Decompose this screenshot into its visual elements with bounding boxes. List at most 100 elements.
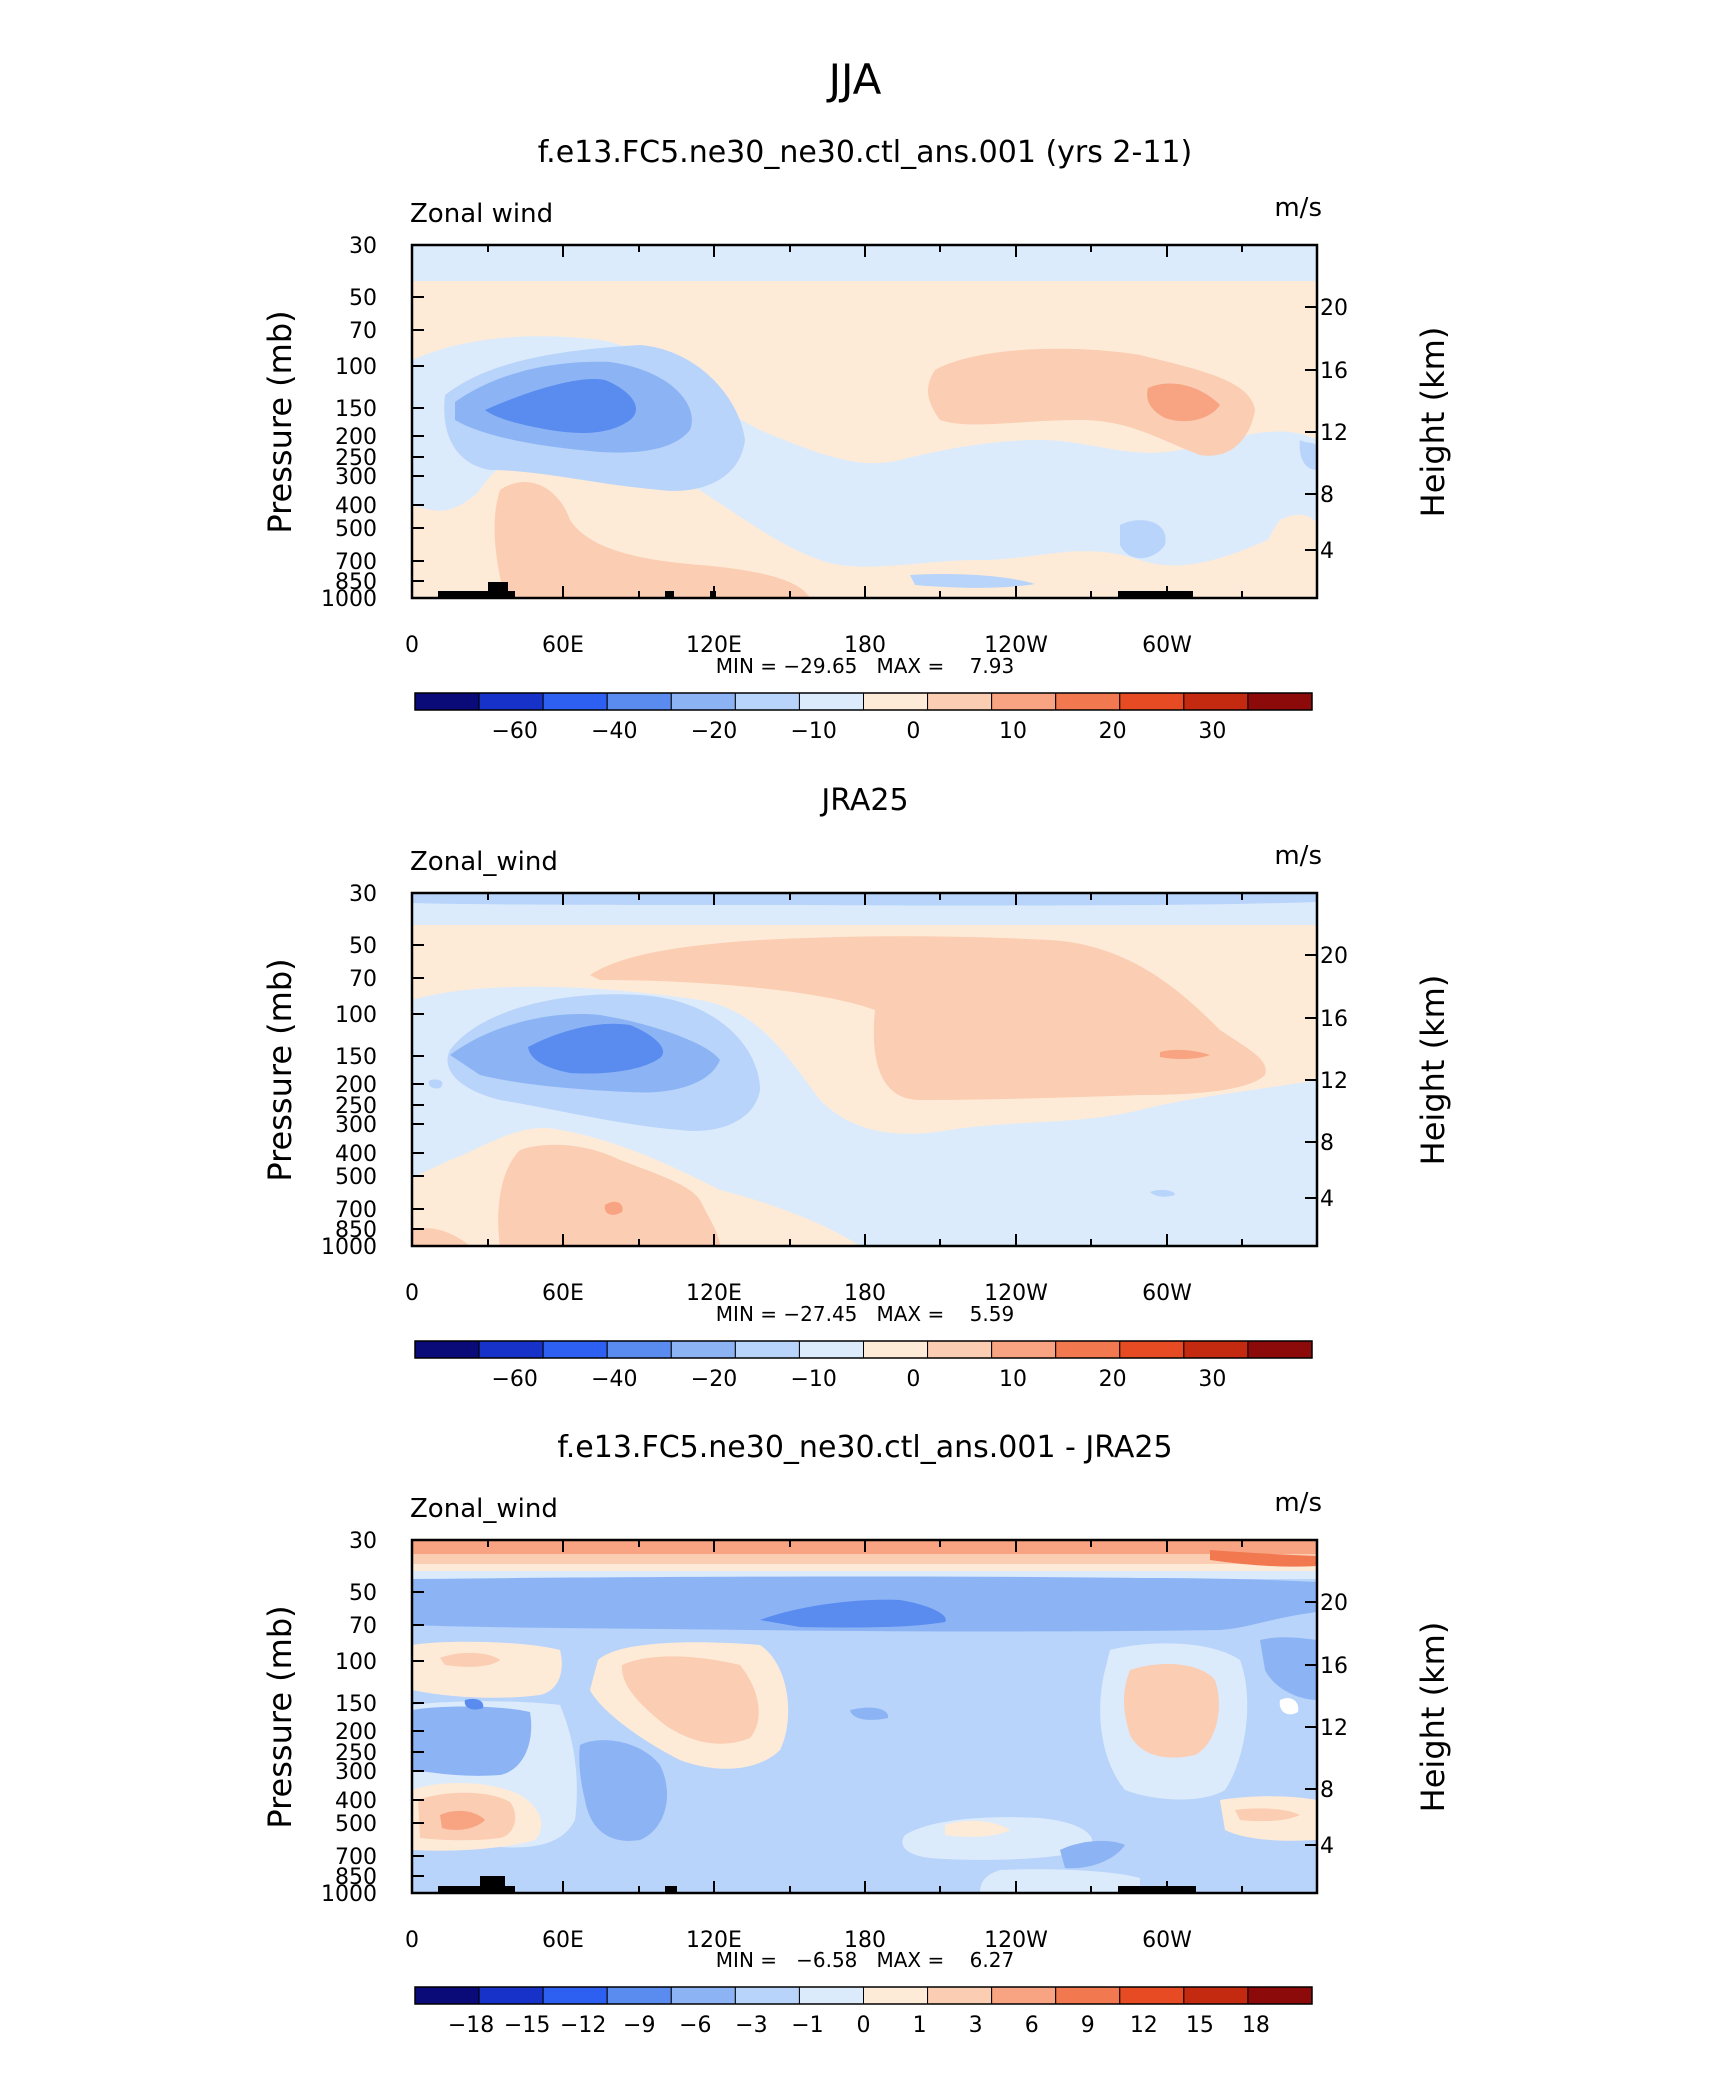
ytick-label: 70 [349,967,377,992]
ytick-label: 50 [349,1581,377,1606]
ytick-right-label: 4 [1320,1187,1334,1212]
colorbar-label: 20 [1099,719,1127,744]
colorbar-label: −10 [790,719,836,744]
figure-title: JJA [826,55,882,104]
colorbar-swatch [798,1340,865,1359]
colorbar-swatch [542,1986,608,2005]
xtick-label: 120W [984,633,1048,658]
xtick-label: 120E [686,633,742,658]
colorbar-swatch [863,1340,929,1359]
colorbar-swatch [606,692,672,711]
panel-obs: JRA25 Zonal_wind m/s [261,783,1452,1392]
ytick-label: 50 [349,934,377,959]
ytick-right-label: 20 [1320,1591,1348,1616]
colorbar-label: −10 [790,1367,836,1392]
xtick-label: 60E [542,633,584,658]
colorbar-label: 18 [1242,2013,1270,2038]
ytick-label: 300 [335,1113,377,1138]
ytick-label: 150 [335,1045,377,1070]
ytick-label: 500 [335,1165,377,1190]
colorbar-frame [414,1986,1313,2005]
colorbar-label: −40 [591,719,637,744]
ytick-label: 100 [335,355,377,380]
lon-ticks [411,1540,1243,1893]
ytick-label: 700 [335,550,377,575]
colorbar-swatch [1119,1340,1185,1359]
ytick-label: 150 [335,1692,377,1717]
colorbar-swatch [863,1986,929,2005]
ytick-label: 70 [349,319,377,344]
colorbar-label: −9 [623,2013,655,2038]
colorbar-swatch [414,1986,480,2005]
xtick-label: 60W [1142,1928,1192,1953]
xtick-label: 60E [542,1281,584,1306]
pressure-ticks: 30 50 70 100 150 200 250 300 400 500 700… [321,882,424,1260]
colorbar-label: 9 [1081,2013,1095,2038]
ytick-right-label: 4 [1320,1834,1334,1859]
colorbar-swatch [606,1986,672,2005]
xtick-label: 60W [1142,1281,1192,1306]
xtick-label: 60E [542,1928,584,1953]
colorbar-label: −3 [735,2013,767,2038]
panel-title: f.e13.FC5.ne30_ne30.ctl_ans.001 (yrs 2-1… [538,135,1192,170]
panel-diff: f.e13.FC5.ne30_ne30.ctl_ans.001 - JRA25 … [261,1430,1452,2038]
height-ticks: 20 16 12 8 4 [1305,1591,1348,1859]
ytick-right-label: 16 [1320,1654,1348,1679]
colorbar-swatch [734,692,800,711]
ytick-label: 700 [335,1198,377,1223]
ytick-right-label: 16 [1320,1007,1348,1032]
colorbar-swatch [606,1340,672,1359]
lon-ticks [411,893,1243,1246]
colorbar-swatch [1055,1340,1121,1359]
colorbar-label: 10 [999,719,1027,744]
contour-field [412,893,1317,1246]
panel-title: f.e13.FC5.ne30_ne30.ctl_ans.001 - JRA25 [557,1430,1172,1465]
colorbar-swatch [670,692,736,711]
ytick-label: 200 [335,425,377,450]
colorbar-label: 20 [1099,1367,1127,1392]
colorbar: −18 −15 −12 −9 −6 −3 −1 0 1 3 6 9 12 15 18 [414,1986,1313,2038]
xtick-label: 0 [405,1281,419,1306]
colorbar-label: −60 [491,719,537,744]
ytick-label: 100 [335,1650,377,1675]
ytick-label: 400 [335,494,377,519]
colorbar-label: 30 [1198,1367,1226,1392]
colorbar-swatch [542,1340,608,1359]
variable-label: Zonal_wind [410,847,558,877]
colorbar-swatch [734,1986,800,2005]
ytick-right-label: 8 [1320,1131,1334,1156]
units-label: m/s [1274,841,1322,871]
colorbar-label: −20 [691,1367,737,1392]
ytick-right-label: 12 [1320,421,1348,446]
colorbar-swatch [670,1340,736,1359]
colorbar: −60 −40 −20 −10 0 10 20 30 [414,1340,1313,1392]
colorbar-label: 0 [906,1367,920,1392]
colorbar-swatch [1119,1986,1185,2005]
colorbar-label: −15 [504,2013,550,2038]
colorbar-swatch [670,1986,736,2005]
colorbar: −60 −40 −20 −10 0 10 20 30 [414,692,1313,744]
colorbar-swatch [991,692,1057,711]
ytick-label: 500 [335,1812,377,1837]
y-axis-label: Pressure (mb) [261,958,299,1181]
colorbar-label: −12 [560,2013,606,2038]
colorbar-swatch [1247,692,1313,711]
colorbar-label: 0 [857,2013,871,2038]
min-max-stats: MIN = −29.65 MAX = 7.93 [716,654,1014,678]
colorbar-frame [414,1340,1313,1359]
ytick-label: 30 [349,882,377,907]
ytick-label: 300 [335,465,377,490]
colorbar-swatch [1183,1340,1249,1359]
colorbar-frame [414,692,1313,711]
contour-field [412,1540,1317,1893]
colorbar-swatch [863,692,929,711]
ytick-label: 250 [335,1094,377,1119]
xtick-label: 180 [844,633,886,658]
ytick-label: 850 [335,1218,377,1243]
y-axis-label: Pressure (mb) [261,1605,299,1828]
colorbar-swatch [542,692,608,711]
colorbar-swatch [414,1340,480,1359]
colorbar-swatch [414,692,480,711]
colorbar-label: 15 [1186,2013,1214,2038]
